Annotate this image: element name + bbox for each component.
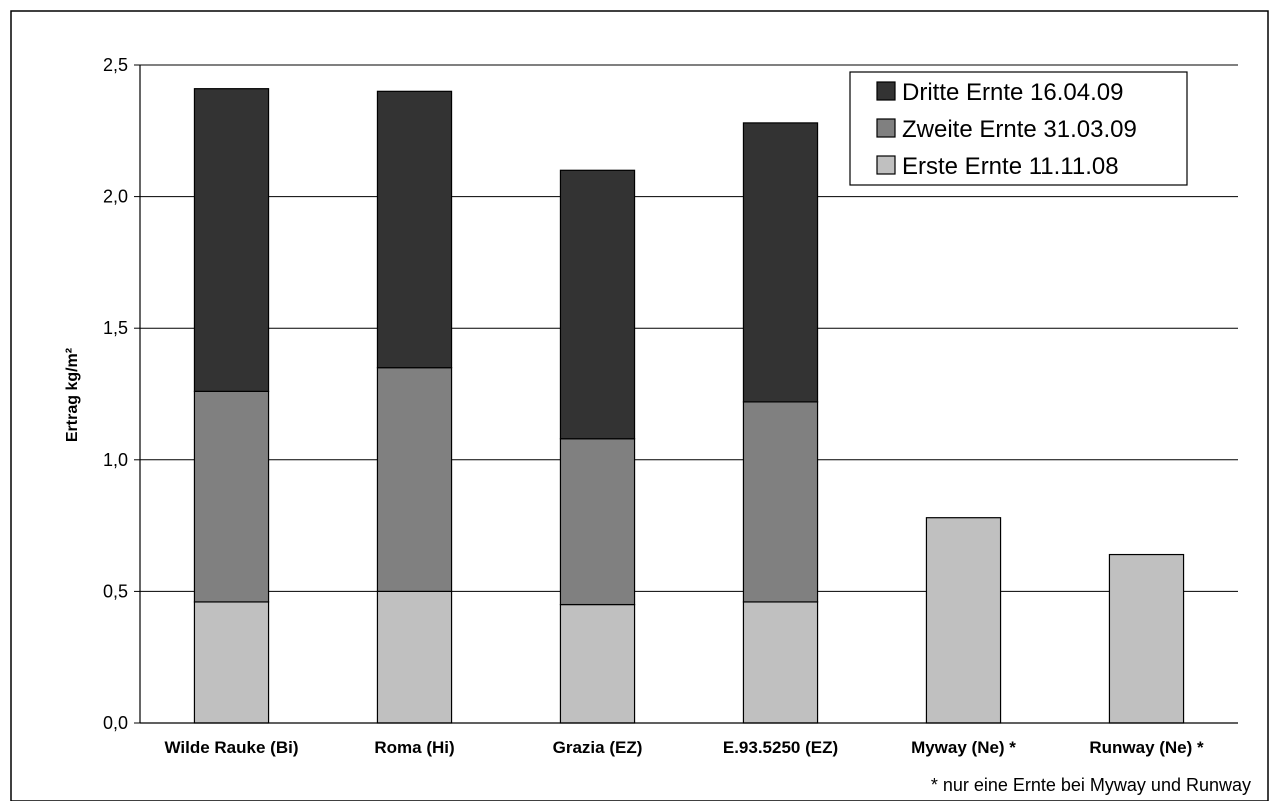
bar-segment [559,603,636,724]
bar-segment [559,438,636,606]
bar-segment [376,590,453,724]
y-tick-label: 1,0 [103,450,128,470]
gridlines [140,64,1238,592]
x-tick-label: Roma (Hi) [374,738,454,757]
bar-segment [925,517,1002,724]
y-tick-label: 1,5 [103,318,128,338]
bar-segment [1108,553,1185,724]
legend: Dritte Ernte 16.04.09 Zweite Ernte 31.03.… [849,71,1188,186]
legend-label: Dritte Ernte 16.04.09 [902,79,1123,106]
bars [193,88,1185,724]
legend-swatch [876,81,896,101]
y-tick-label: 2,5 [103,55,128,75]
legend-label: Zweite Ernte 31.03.09 [902,116,1137,143]
y-axis-title: Ertrag kg/m² [64,348,81,442]
x-tick-label: Runway (Ne) * [1089,738,1204,757]
y-tick-label: 0,0 [103,713,128,733]
axes: 0,0 0,5 1,0 1,5 2,0 2,5 Wilde Rauke (Bi) Roma (… [103,55,1238,757]
y-tick-label: 0,5 [103,581,128,601]
bar-segment [376,367,453,592]
legend-swatch [876,155,896,175]
bar-segment [742,122,819,403]
legend-label: Erste Ernte 11.11.08 [902,153,1119,180]
x-tick-label: Myway (Ne) * [911,738,1016,757]
x-tick-label: E.93.5250 (EZ) [723,738,838,757]
bar-segment [559,169,636,440]
x-tick-label: Grazia (EZ) [553,738,643,757]
x-tick-label: Wilde Rauke (Bi) [165,738,299,757]
bar-segment [742,401,819,603]
legend-swatch [876,118,896,138]
y-tick-label: 2,0 [103,187,128,207]
bar-segment [376,90,453,369]
bar-segment [742,601,819,724]
legend-box [849,71,1188,186]
bar-segment [193,390,270,603]
bar-segment [193,601,270,724]
bar-segment [193,88,270,392]
footnote: * nur eine Ernte bei Myway und Runway [931,775,1251,795]
